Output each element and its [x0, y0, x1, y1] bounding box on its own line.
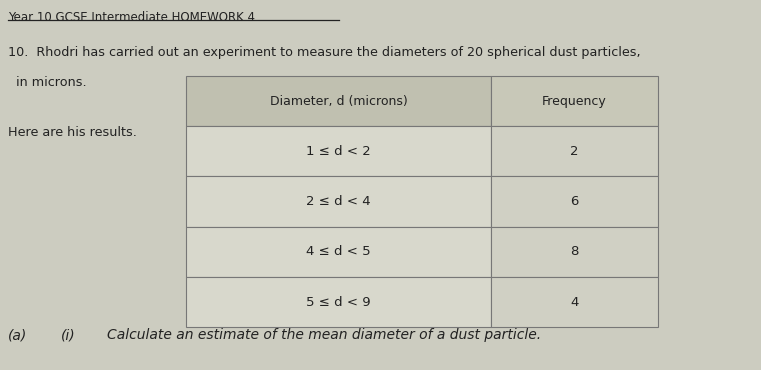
Text: 5 ≤ d < 9: 5 ≤ d < 9 [306, 296, 371, 309]
Text: Calculate an estimate of the mean diameter of a dust particle.: Calculate an estimate of the mean diamet… [107, 328, 540, 342]
Text: Diameter, d (microns): Diameter, d (microns) [269, 94, 407, 108]
Text: 10.  Rhodri has carried out an experiment to measure the diameters of 20 spheric: 10. Rhodri has carried out an experiment… [8, 46, 640, 59]
Text: 2 ≤ d < 4: 2 ≤ d < 4 [306, 195, 371, 208]
Bar [186, 126, 491, 176]
Bar [491, 277, 658, 327]
Text: 4: 4 [570, 296, 578, 309]
Text: 6: 6 [570, 195, 578, 208]
Bar [491, 227, 658, 277]
Text: in microns.: in microns. [8, 76, 86, 89]
Bar [491, 76, 658, 126]
Bar [491, 176, 658, 227]
Text: Year 10 GCSE Intermediate HOMEWORK 4: Year 10 GCSE Intermediate HOMEWORK 4 [8, 11, 255, 24]
Text: 8: 8 [570, 245, 578, 259]
Text: 4 ≤ d < 5: 4 ≤ d < 5 [306, 245, 371, 259]
Text: 2: 2 [570, 145, 579, 158]
Text: (a): (a) [8, 328, 27, 342]
Bar [186, 277, 491, 327]
Text: (i): (i) [61, 328, 75, 342]
Bar [186, 176, 491, 227]
Text: 1 ≤ d < 2: 1 ≤ d < 2 [306, 145, 371, 158]
Bar [186, 76, 491, 126]
Text: Here are his results.: Here are his results. [8, 126, 136, 139]
Bar [491, 126, 658, 176]
Text: Frequency: Frequency [542, 94, 607, 108]
Bar [186, 227, 491, 277]
